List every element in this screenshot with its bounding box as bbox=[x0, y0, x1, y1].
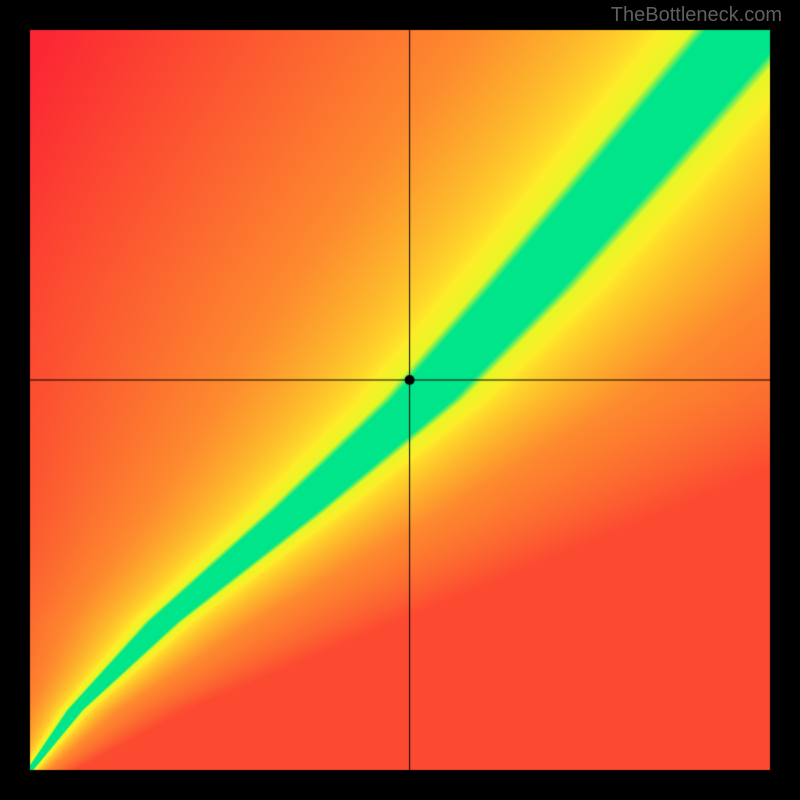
chart-container: TheBottleneck.com bbox=[0, 0, 800, 800]
heatmap-canvas bbox=[0, 0, 800, 800]
attribution-text: TheBottleneck.com bbox=[611, 4, 782, 27]
